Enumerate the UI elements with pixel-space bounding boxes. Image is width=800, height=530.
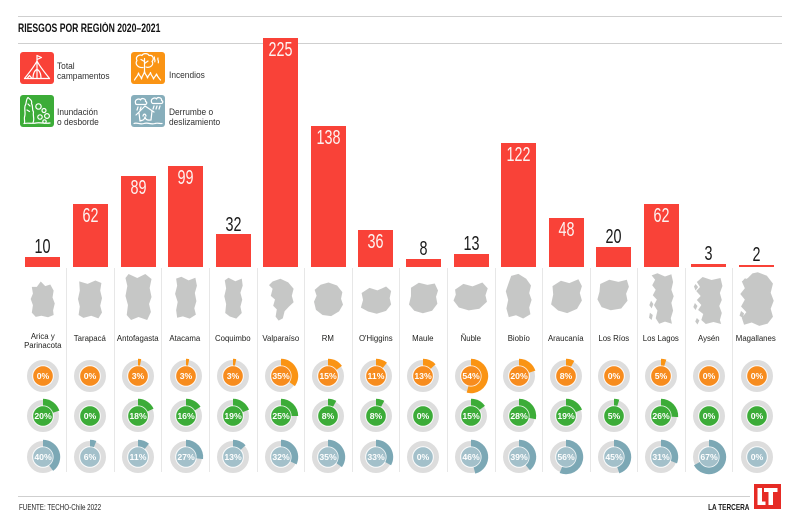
svg-text:5%: 5% xyxy=(655,371,668,381)
svg-text:13%: 13% xyxy=(415,371,433,381)
svg-text:6%: 6% xyxy=(84,452,97,462)
svg-text:0%: 0% xyxy=(417,411,430,421)
svg-text:19%: 19% xyxy=(224,411,242,421)
svg-text:0%: 0% xyxy=(608,371,621,381)
svg-text:0%: 0% xyxy=(84,411,97,421)
svg-text:15%: 15% xyxy=(462,411,480,421)
svg-text:18%: 18% xyxy=(129,411,147,421)
svg-text:54%: 54% xyxy=(462,371,480,381)
svg-text:31%: 31% xyxy=(653,452,671,462)
svg-text:0%: 0% xyxy=(703,371,716,381)
svg-text:11%: 11% xyxy=(367,371,384,381)
svg-text:20%: 20% xyxy=(34,411,52,421)
svg-text:0%: 0% xyxy=(84,371,97,381)
svg-text:0%: 0% xyxy=(750,411,763,421)
svg-text:35%: 35% xyxy=(272,371,290,381)
svg-text:56%: 56% xyxy=(557,452,575,462)
svg-text:26%: 26% xyxy=(653,411,671,421)
svg-text:45%: 45% xyxy=(605,452,623,462)
svg-text:20%: 20% xyxy=(510,371,528,381)
svg-text:0%: 0% xyxy=(750,371,763,381)
svg-text:0%: 0% xyxy=(37,371,50,381)
svg-text:19%: 19% xyxy=(557,411,575,421)
svg-text:0%: 0% xyxy=(750,452,763,462)
svg-text:8%: 8% xyxy=(370,411,383,421)
svg-text:0%: 0% xyxy=(703,411,716,421)
svg-text:16%: 16% xyxy=(177,411,195,421)
svg-text:11%: 11% xyxy=(130,452,147,462)
svg-text:28%: 28% xyxy=(510,411,528,421)
svg-text:27%: 27% xyxy=(177,452,195,462)
svg-text:25%: 25% xyxy=(272,411,290,421)
svg-text:32%: 32% xyxy=(272,452,290,462)
svg-text:3%: 3% xyxy=(179,371,192,381)
svg-text:40%: 40% xyxy=(34,452,52,462)
svg-text:8%: 8% xyxy=(560,371,573,381)
svg-text:0%: 0% xyxy=(417,452,430,462)
svg-text:67%: 67% xyxy=(700,452,718,462)
svg-text:39%: 39% xyxy=(510,452,528,462)
svg-text:8%: 8% xyxy=(322,411,335,421)
svg-text:3%: 3% xyxy=(132,371,145,381)
svg-text:13%: 13% xyxy=(224,452,242,462)
svg-text:46%: 46% xyxy=(462,452,480,462)
svg-text:35%: 35% xyxy=(320,452,338,462)
svg-text:5%: 5% xyxy=(608,411,621,421)
svg-text:3%: 3% xyxy=(227,371,240,381)
svg-text:33%: 33% xyxy=(367,452,385,462)
svg-text:15%: 15% xyxy=(320,371,338,381)
